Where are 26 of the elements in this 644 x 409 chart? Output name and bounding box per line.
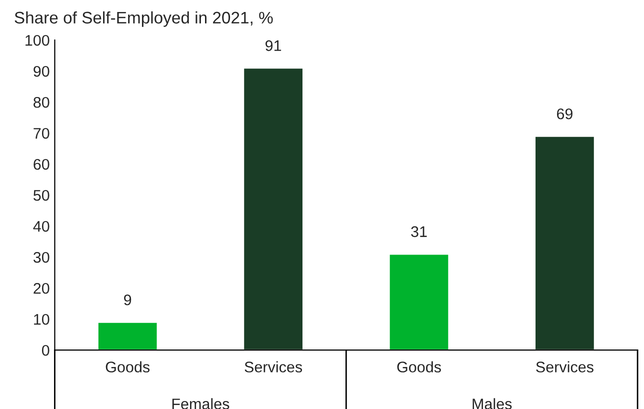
bar — [388, 253, 450, 350]
y-tick-label: 80 — [34, 96, 50, 108]
x-tick-label: Goods — [106, 361, 150, 372]
x-tick-label: Services — [536, 361, 594, 372]
data-label: 91 — [266, 40, 282, 52]
data-label: 69 — [556, 108, 572, 120]
y-tick-label: 60 — [34, 158, 50, 170]
data-label: 9 — [124, 294, 132, 306]
y-tick-label: 30 — [33, 252, 50, 263]
y-tick-label: 90 — [34, 66, 50, 77]
x-tick-label: Goods — [397, 361, 441, 372]
bar — [97, 322, 158, 350]
y-tick-label: 20 — [34, 282, 50, 294]
text: Males — [472, 398, 512, 409]
bar — [242, 67, 304, 350]
chart-title: Share of Self-Employed in 2021, % — [14, 11, 273, 27]
data-label: 31 — [411, 226, 427, 238]
y-tick-label: 10 — [34, 314, 50, 325]
x-tick-label: Services — [244, 361, 302, 372]
y-tick-label: 50 — [34, 190, 50, 201]
y-tick-label: 40 — [33, 220, 50, 232]
text: Females — [172, 398, 230, 409]
y-tick-label: 70 — [34, 128, 50, 139]
y-tick-label: 0 — [42, 344, 50, 356]
bar — [534, 135, 596, 350]
y-tick-label: 100 — [26, 34, 50, 46]
